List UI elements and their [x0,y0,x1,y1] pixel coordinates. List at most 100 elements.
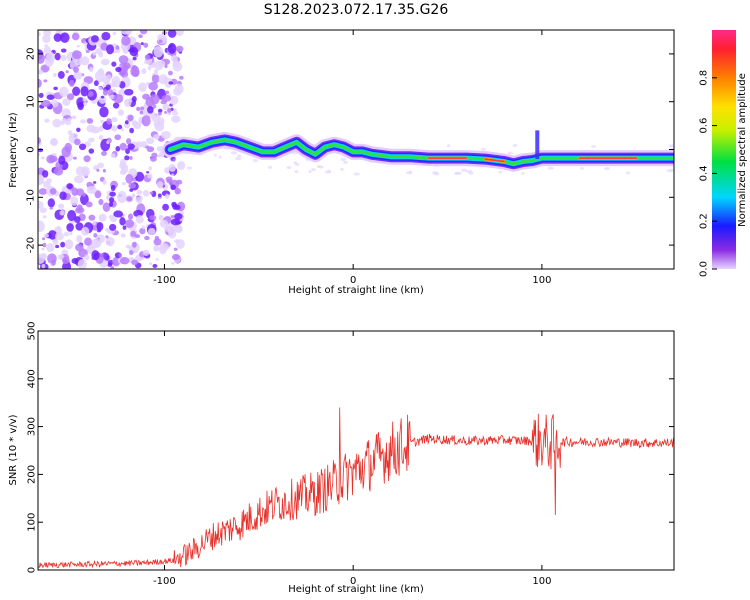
noise-speckle [57,253,65,260]
noise-speckle [46,178,52,184]
noise-speckle [52,118,62,128]
noise-speckle [147,173,153,179]
noise-speckle [124,98,132,107]
snr-series-line [38,407,674,569]
noise-speckle [60,48,67,53]
noise-speckle [43,30,52,37]
noise-speckle [129,250,134,256]
noise-speckle [46,51,56,63]
noise-speckle [237,154,242,158]
noise-speckle [98,95,107,104]
noise-speckle [41,247,45,251]
noise-speckle [55,232,64,241]
noise-speckle [70,133,78,139]
noise-speckle [140,42,144,46]
noise-speckle [230,151,238,155]
noise-speckle [54,52,61,61]
noise-speckle [159,242,169,252]
noise-speckle [73,71,83,80]
noise-speckle [170,184,176,191]
x-tick-label: 100 [532,576,551,587]
noise-speckle [71,115,77,120]
noise-speckle [74,207,85,214]
noise-speckle [102,89,109,96]
noise-speckle [153,134,160,140]
noise-speckle [106,44,115,55]
noise-speckle [38,153,41,156]
noise-speckle [141,115,151,127]
noise-speckle [117,124,123,130]
y-tick-label: 0 [26,146,37,152]
colorbar-gradient [712,30,736,269]
noise-speckle [87,90,94,97]
noise-speckle [102,202,111,212]
noise-speckle [143,42,149,48]
noise-speckle [153,46,164,58]
colorbar-ticks: 0.0 0.2 0.4 0.6 0.8 [699,70,717,277]
noise-speckle [44,118,50,123]
noise-speckle [43,79,48,83]
noise-speckle [48,155,58,163]
noise-speckle [156,181,164,189]
noise-speckle [38,188,48,195]
noise-speckle [177,48,181,53]
noise-speckle [432,171,439,175]
noise-speckle [62,256,70,265]
noise-speckle [55,244,60,249]
noise-speckle [142,249,150,256]
noise-speckle [111,81,117,88]
noise-speckle [125,244,131,249]
snr-plot-frame [37,330,675,571]
noise-speckle [59,210,65,216]
noise-speckle [173,108,177,112]
colorbar-tick-label: 0.0 [699,261,710,277]
noise-speckle [109,191,116,197]
noise-speckle [66,183,73,190]
noise-speckle [73,175,84,184]
noise-speckle [353,172,360,176]
noise-speckle [318,165,324,169]
noise-speckle [100,119,105,124]
noise-speckle [604,166,610,170]
noise-speckle [146,146,155,153]
y-tick-label: 20 [26,48,37,61]
noise-speckle [170,218,181,226]
snr-panel: -100 0 100 0 100 200 300 400 500 Height of strai… [8,321,675,595]
noise-speckle [512,143,518,147]
noise-speckle [131,193,136,198]
noise-speckle [53,86,58,91]
noise-speckle [144,235,150,241]
noise-speckle [97,229,101,233]
noise-speckle [38,137,41,145]
noise-speckle [154,235,160,241]
noise-speckle [161,130,171,139]
noise-speckle [102,179,107,185]
noise-speckle [105,235,109,239]
noise-speckle [186,166,193,170]
noise-speckle [170,215,175,218]
noise-speckle [135,215,144,224]
noise-speckle [666,169,673,173]
noise-speckle [179,75,184,80]
noise-speckle [97,162,105,169]
noise-speckle [98,135,104,141]
noise-speckle [80,166,90,177]
noise-speckle [120,128,125,132]
noise-speckle [174,187,181,195]
x-tick-label: 100 [532,275,551,286]
noise-speckle [668,144,674,148]
noise-speckle [67,210,77,222]
noise-speckle [38,53,45,64]
noise-speckle [164,90,170,95]
noise-speckle [591,144,597,148]
noise-speckle [106,118,112,125]
noise-speckle [108,201,114,207]
snr-y-axis-label: SNR (10 * v/v) [8,414,19,485]
spectrogram-x-axis-label: Height of straight line (km) [288,285,424,296]
noise-speckle [144,60,148,64]
noise-speckle [96,168,100,172]
noise-speckle [135,196,143,204]
y-tick-label: 200 [27,465,38,484]
noise-speckle [53,33,62,42]
